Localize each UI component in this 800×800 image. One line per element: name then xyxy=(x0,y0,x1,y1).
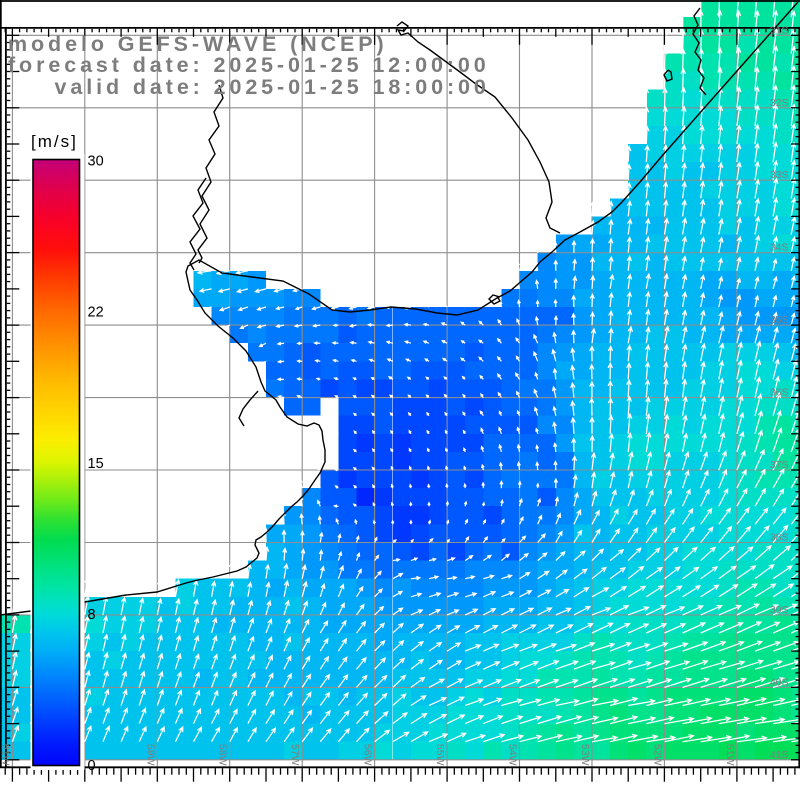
svg-text:valid date: 2025-01-25 18:00:0: valid date: 2025-01-25 18:00:00 xyxy=(55,75,490,99)
svg-text:59W: 59W xyxy=(144,744,156,766)
svg-text:forecast date: 2025-01-25 12:0: forecast date: 2025-01-25 12:00:00 xyxy=(8,53,490,77)
svg-text:37S: 37S xyxy=(770,459,789,471)
svg-text:8: 8 xyxy=(88,607,96,623)
svg-text:22: 22 xyxy=(88,305,104,321)
svg-text:41S: 41S xyxy=(770,749,789,761)
svg-text:30: 30 xyxy=(88,154,104,170)
svg-text:39S: 39S xyxy=(770,604,789,616)
svg-text:58W: 58W xyxy=(217,744,229,766)
svg-text:51W: 51W xyxy=(724,744,736,766)
svg-text:38S: 38S xyxy=(770,532,789,544)
svg-text:57W: 57W xyxy=(289,744,301,766)
svg-text:52W: 52W xyxy=(651,744,663,766)
svg-text:54W: 54W xyxy=(507,744,519,766)
svg-text:55W: 55W xyxy=(434,744,446,766)
svg-text:35S: 35S xyxy=(770,314,789,326)
svg-text:31S: 31S xyxy=(770,24,789,36)
svg-text:53W: 53W xyxy=(579,744,591,766)
svg-text:36S: 36S xyxy=(770,387,789,399)
svg-text:32S: 32S xyxy=(770,97,789,109)
svg-text:modelo GEFS-WAVE (NCEP): modelo GEFS-WAVE (NCEP) xyxy=(8,32,388,56)
svg-text:33S: 33S xyxy=(770,169,789,181)
svg-text:[m/s]: [m/s] xyxy=(31,132,78,151)
svg-text:15: 15 xyxy=(88,456,104,472)
svg-text:56W: 56W xyxy=(362,744,374,766)
svg-text:0: 0 xyxy=(88,758,96,774)
svg-text:40S: 40S xyxy=(770,676,789,688)
svg-text:61W: 61W xyxy=(0,744,11,766)
svg-text:34S: 34S xyxy=(770,242,789,254)
